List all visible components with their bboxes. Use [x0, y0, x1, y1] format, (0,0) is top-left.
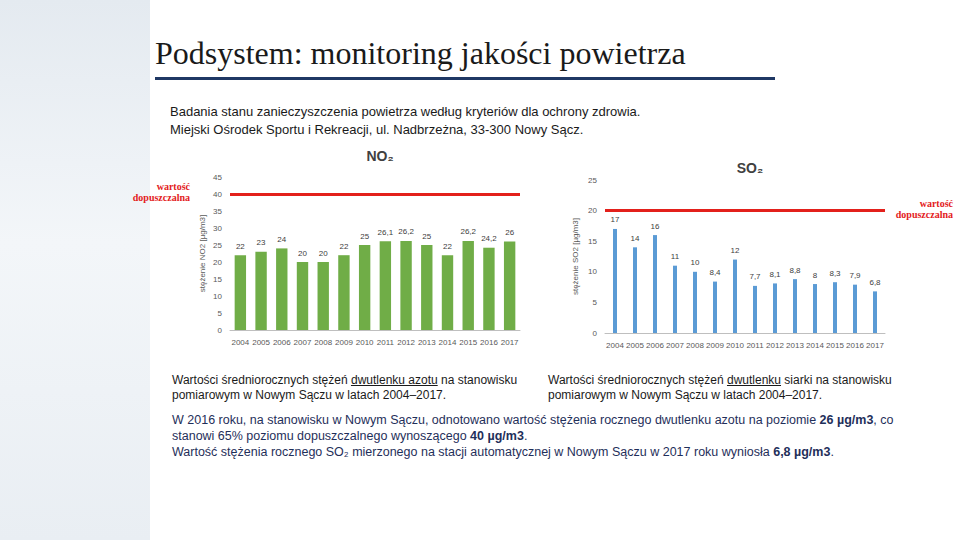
svg-text:10: 10: [691, 258, 700, 267]
svg-text:25: 25: [213, 241, 222, 250]
svg-text:2013: 2013: [786, 341, 804, 350]
svg-text:0: 0: [218, 326, 223, 335]
svg-text:8,1: 8,1: [769, 270, 781, 279]
svg-text:2011: 2011: [377, 338, 395, 347]
html-text:Wartość stężenia rocznego SO₂: Wartość stężenia rocznego SO₂ mierzonego…: [172, 445, 834, 459]
svg-text:2013: 2013: [418, 338, 436, 347]
svg-text:45: 45: [213, 173, 222, 182]
svg-text:26,1: 26,1: [378, 228, 394, 237]
svg-text:30: 30: [213, 224, 222, 233]
svg-text:0: 0: [593, 329, 598, 338]
svg-text:25: 25: [360, 232, 369, 241]
svg-text:2008: 2008: [314, 338, 332, 347]
html-text:wartość dopuszczalna: wartość dopuszczalna: [132, 181, 190, 203]
html-text:W 2016 roku, na stanowisku w N: W 2016 roku, na stanowisku w Nowym Sączu…: [172, 413, 894, 443]
svg-text:2011: 2011: [746, 341, 764, 350]
svg-text:20: 20: [319, 249, 328, 258]
svg-text:2007: 2007: [666, 341, 684, 350]
svg-text:7,7: 7,7: [749, 272, 761, 281]
svg-text:15: 15: [588, 237, 597, 246]
svg-text:2010: 2010: [356, 338, 374, 347]
html-text:Wartości średniorocznych stęże: Wartości średniorocznych stężeń dwutlenk…: [172, 373, 518, 402]
svg-text:22: 22: [339, 242, 348, 251]
svg-text:2015: 2015: [459, 338, 477, 347]
svg-text:2017: 2017: [866, 341, 884, 350]
html-text:Wartości średniorocznych stęże: Wartości średniorocznych stężeń dwutlenk…: [548, 373, 892, 402]
svg-text:17: 17: [611, 215, 620, 224]
html-text:Miejski Ośrodek Sportu i Rekre: Miejski Ośrodek Sportu i Rekreacji, ul. …: [170, 122, 584, 137]
svg-text:20: 20: [213, 258, 222, 267]
svg-text:2004: 2004: [231, 338, 249, 347]
svg-text:23: 23: [257, 238, 266, 247]
svg-text:10: 10: [213, 292, 222, 301]
svg-text:26,2: 26,2: [398, 227, 414, 236]
svg-text:6,8: 6,8: [869, 278, 881, 287]
svg-text:24,2: 24,2: [481, 234, 497, 243]
svg-text:7,9: 7,9: [849, 271, 861, 280]
svg-text:2009: 2009: [335, 338, 353, 347]
svg-text:5: 5: [593, 298, 598, 307]
svg-text:2016: 2016: [480, 338, 498, 347]
svg-text:2012: 2012: [397, 338, 415, 347]
svg-text:5: 5: [218, 309, 223, 318]
svg-text:8: 8: [813, 271, 818, 280]
svg-text:2017: 2017: [501, 338, 519, 347]
svg-text:24: 24: [277, 235, 286, 244]
svg-text:2006: 2006: [646, 341, 664, 350]
svg-text:8,4: 8,4: [709, 268, 721, 277]
svg-text:15: 15: [213, 275, 222, 284]
svg-text:2015: 2015: [826, 341, 844, 350]
svg-text:2016: 2016: [846, 341, 864, 350]
svg-text:22: 22: [443, 242, 452, 251]
svg-text:25: 25: [422, 232, 431, 241]
svg-text:11: 11: [671, 252, 680, 261]
svg-text:2012: 2012: [766, 341, 784, 350]
svg-text:8,3: 8,3: [829, 269, 841, 278]
svg-text:SO₂: SO₂: [737, 160, 763, 176]
svg-text:26,2: 26,2: [460, 227, 476, 236]
svg-text:25: 25: [588, 176, 597, 185]
svg-text:2009: 2009: [706, 341, 724, 350]
svg-text:2014: 2014: [806, 341, 824, 350]
svg-text:20: 20: [588, 206, 597, 215]
html-text:Podsystem: monitoring jakości: Podsystem: monitoring jakości powietrza: [155, 35, 686, 71]
svg-text:stężenie SO2 [µg/m3]: stężenie SO2 [µg/m3]: [571, 218, 580, 295]
html-text:Badania stanu zanieczyszczenia: Badania stanu zanieczyszczenia powietrza…: [170, 104, 641, 119]
svg-text:2007: 2007: [294, 338, 312, 347]
svg-text:35: 35: [213, 207, 222, 216]
svg-text:10: 10: [588, 267, 597, 276]
svg-text:12: 12: [731, 246, 740, 255]
svg-text:2006: 2006: [273, 338, 291, 347]
html-text:wartość dopuszczalna: wartość dopuszczalna: [895, 198, 953, 220]
svg-text:2005: 2005: [252, 338, 270, 347]
svg-text:NO₂: NO₂: [366, 148, 393, 164]
svg-text:14: 14: [631, 234, 640, 243]
svg-text:20: 20: [298, 249, 307, 258]
svg-text:2014: 2014: [439, 338, 457, 347]
svg-text:22: 22: [236, 242, 245, 251]
svg-text:8,8: 8,8: [789, 266, 801, 275]
svg-text:stężenie NO2 [µg/m3]: stężenie NO2 [µg/m3]: [198, 215, 207, 293]
svg-text:2010: 2010: [726, 341, 744, 350]
svg-text:2008: 2008: [686, 341, 704, 350]
svg-text:40: 40: [213, 190, 222, 199]
svg-text:2004: 2004: [606, 341, 624, 350]
svg-text:26: 26: [505, 228, 514, 237]
svg-text:2005: 2005: [626, 341, 644, 350]
svg-text:16: 16: [651, 222, 660, 231]
